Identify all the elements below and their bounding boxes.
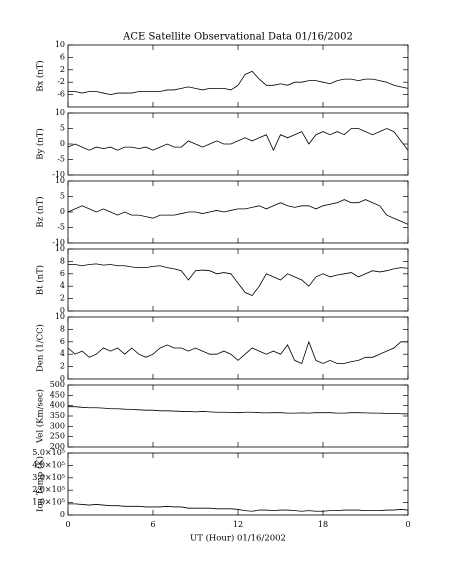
x-tick-label: 0: [405, 520, 410, 529]
y-tick-label: 0: [60, 306, 65, 315]
y-tick-label: 5.0×10⁵: [32, 448, 65, 457]
data-line: [68, 70, 409, 96]
y-tick-label: 10: [55, 244, 65, 253]
y-tick-label: -2: [57, 77, 65, 86]
x-tick-label: 0: [65, 520, 70, 529]
y-tick-label: 6: [60, 52, 65, 61]
y-tick-label: -6: [57, 90, 65, 99]
y-tick-label: -10: [52, 170, 65, 179]
y-axis-label: Bt (nT): [35, 265, 46, 295]
data-line: [67, 128, 409, 152]
chart-title: ACE Satellite Observational Data 01/16/2…: [122, 32, 353, 43]
y-tick-label: 1.0×10⁵: [32, 498, 65, 507]
data-line: [67, 340, 408, 365]
y-tick-label: 4.0×10⁵: [32, 460, 65, 469]
y-axis-label: Bx (nT): [35, 60, 46, 92]
y-tick-label: 10: [55, 40, 65, 49]
data-line: [68, 406, 409, 415]
y-tick-label: -5: [57, 223, 65, 232]
y-tick-label: 0: [60, 374, 65, 383]
y-tick-label: 2: [60, 294, 65, 303]
x-tick-label: 6: [150, 520, 155, 529]
y-tick-label: 0: [60, 510, 65, 519]
y-axis-label: Vel (Km/sec): [35, 389, 46, 444]
x-tick-label: 18: [318, 520, 328, 529]
y-tick-label: 10: [55, 312, 65, 321]
y-tick-label: 10: [55, 108, 65, 117]
y-tick-label: 350: [50, 411, 65, 420]
y-tick-label: 450: [50, 390, 65, 399]
y-tick-label: 400: [50, 401, 65, 410]
y-axis-label: Bz (nT): [35, 196, 46, 227]
data-line: [68, 263, 409, 296]
y-tick-label: 5: [60, 192, 65, 201]
y-tick-label: 6: [60, 337, 65, 346]
y-tick-label: 8: [60, 324, 65, 333]
y-tick-label: 0: [60, 207, 65, 216]
y-tick-label: 6: [60, 269, 65, 278]
y-tick-label: 4: [60, 349, 65, 358]
y-tick-label: 300: [50, 421, 65, 430]
y-tick-label: 3.0×10⁵: [32, 473, 65, 482]
y-tick-label: 500: [50, 380, 65, 389]
y-tick-label: 2: [60, 362, 65, 371]
y-tick-label: 8: [60, 256, 65, 265]
y-tick-label: 2: [60, 65, 65, 74]
data-line: [67, 199, 409, 225]
y-axis-label: Den (1/CC): [35, 324, 46, 372]
y-tick-label: 0: [60, 139, 65, 148]
y-tick-label: 2.0×10⁵: [32, 485, 65, 494]
y-tick-label: 10: [55, 176, 65, 185]
y-tick-label: 4: [60, 281, 65, 290]
x-axis-label: UT (Hour) 01/16/2002: [190, 533, 286, 544]
y-tick-label: -5: [57, 155, 65, 164]
y-tick-label: 200: [50, 442, 65, 451]
data-line: [68, 503, 409, 512]
y-tick-label: 250: [50, 432, 65, 441]
y-tick-label: -10: [52, 238, 65, 247]
y-axis-label: Ion Temp (K): [35, 456, 46, 512]
x-tick-label: 12: [233, 520, 243, 529]
y-tick-label: 5: [60, 124, 65, 133]
y-axis-label: By (nT): [35, 128, 46, 160]
